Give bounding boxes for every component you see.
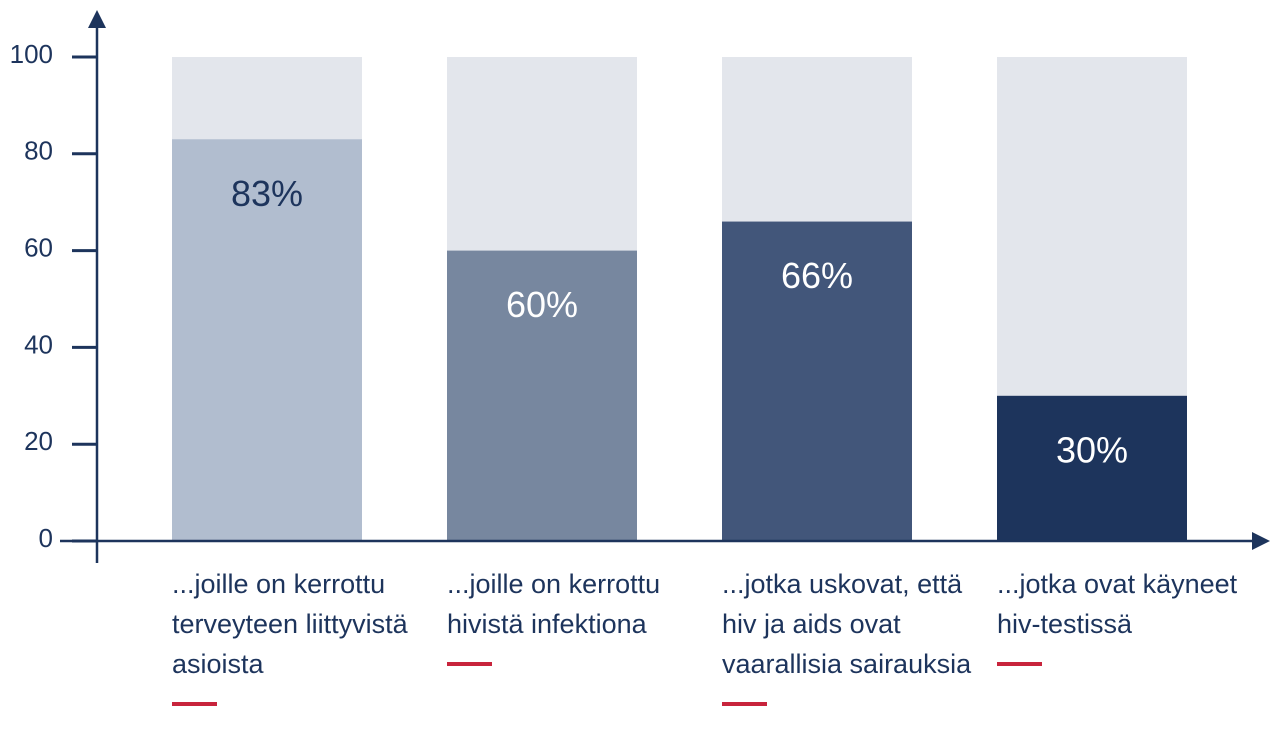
x-axis-arrow — [1252, 532, 1270, 550]
value-label: 30% — [1056, 429, 1128, 470]
category-text: ...jotka uskovat, että hiv ja aids ovat … — [722, 569, 972, 679]
accent-dash — [722, 702, 767, 706]
y-tick-label: 80 — [24, 136, 53, 166]
category-text: ...joille on kerrottu terveyteen liittyv… — [172, 569, 408, 679]
category-label: ...joille on kerrottu hivistä infektiona — [447, 564, 712, 666]
category-label: ...jotka uskovat, että hiv ja aids ovat … — [722, 564, 987, 706]
y-tick-label: 40 — [24, 329, 53, 359]
value-label: 83% — [231, 173, 303, 214]
y-axis-arrow — [88, 10, 106, 28]
category-label: ...jotka ovat käyneet hiv-testissä — [997, 564, 1262, 666]
accent-dash — [447, 662, 492, 666]
y-tick-label: 60 — [24, 232, 53, 262]
bar — [447, 250, 637, 541]
accent-dash — [997, 662, 1042, 666]
category-text: ...joille on kerrottu hivistä infektiona — [447, 569, 661, 639]
value-label: 60% — [506, 284, 578, 325]
bar — [997, 395, 1187, 541]
category-label: ...joille on kerrottu terveyteen liittyv… — [172, 564, 437, 706]
value-label: 66% — [781, 255, 853, 296]
accent-dash — [172, 702, 217, 706]
bar — [722, 221, 912, 541]
y-tick-label: 100 — [10, 39, 53, 69]
bar — [172, 139, 362, 541]
y-tick-label: 0 — [39, 523, 53, 553]
category-text: ...jotka ovat käyneet hiv-testissä — [997, 569, 1238, 639]
y-tick-label: 20 — [24, 426, 53, 456]
